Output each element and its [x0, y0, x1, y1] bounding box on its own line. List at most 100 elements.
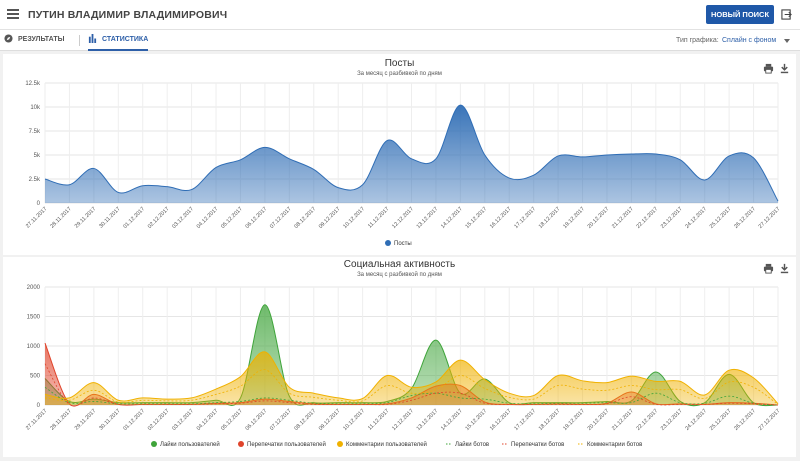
x-tick-label: 22.12.2017 — [636, 206, 660, 230]
x-tick-label: 09.12.2017 — [318, 408, 342, 432]
print-icon[interactable] — [763, 63, 774, 74]
series-dashed-line — [44, 369, 779, 405]
x-tick-label: 28.11.2017 — [49, 206, 72, 229]
legend-marker — [238, 441, 244, 447]
x-tick-label: 17.12.2017 — [513, 408, 537, 432]
series-line — [44, 351, 779, 405]
y-tick-label: 1500 — [27, 315, 41, 321]
x-tick-label: 10.12.2017 — [342, 206, 366, 230]
x-tick-label: 27.11.2017 — [25, 408, 48, 431]
series-area — [45, 105, 778, 203]
x-tick-label: 30.11.2017 — [98, 408, 121, 431]
social-activity-chart: 0 500 1000 1500 2000 27.11.2017 28.11.2017 29.1… — [25, 285, 782, 448]
x-tick-label: 20.12.2017 — [587, 206, 611, 230]
x-tick-label: 24.12.2017 — [684, 408, 708, 432]
x-tick-label: 22.12.2017 — [636, 408, 660, 432]
y-tick-label: 12.5k — [25, 81, 41, 87]
x-tick-label: 18.12.2017 — [538, 206, 562, 230]
series-dashed-line — [44, 386, 779, 406]
x-tick-label: 18.12.2017 — [538, 408, 562, 432]
x-tick-label: 11.12.2017 — [367, 206, 390, 229]
x-tick-label: 03.12.2017 — [171, 206, 195, 230]
x-tick-label: 30.11.2017 — [98, 206, 121, 229]
x-tick-label: 05.12.2017 — [220, 408, 244, 432]
x-tick-label: 12.12.2017 — [391, 206, 415, 230]
print-icon[interactable] — [763, 263, 774, 274]
legend-marker — [385, 240, 391, 246]
x-tick-label: 02.12.2017 — [147, 206, 171, 230]
legend-label: Лайки ботов — [455, 441, 489, 448]
x-tick-label: 13.12.2017 — [416, 408, 440, 432]
x-tick-label: 24.12.2017 — [684, 206, 708, 230]
new-search-button[interactable]: НОВЫЙ ПОИСК — [706, 5, 774, 24]
legend-label: Перепечатки пользователей — [247, 441, 326, 448]
chart-type-select[interactable]: Сплайн с фоном — [722, 37, 777, 44]
y-tick-label: 1000 — [27, 344, 41, 350]
social-chart-title: Социальная активность — [343, 259, 456, 270]
x-tick-label: 19.12.2017 — [562, 408, 586, 432]
x-tick-label: 26.12.2017 — [733, 206, 757, 230]
x-tick-label: 04.12.2017 — [196, 206, 220, 230]
legend-marker — [337, 441, 343, 447]
x-tick-label: 10.12.2017 — [342, 408, 366, 432]
x-tick-label: 20.12.2017 — [587, 408, 611, 432]
x-tick-label: 06.12.2017 — [245, 206, 269, 230]
x-tick-label: 16.12.2017 — [489, 206, 513, 230]
y-tick-label: 5k — [34, 153, 41, 159]
exit-icon[interactable] — [781, 9, 792, 20]
x-tick-label: 08.12.2017 — [293, 206, 317, 230]
x-tick-label: 27.12.2017 — [758, 206, 782, 230]
posts-chart-panel: Посты За месяц с разбивкой по дням 0 2.5k… — [3, 54, 796, 255]
tab-bar: РЕЗУЛЬТАТЫ СТАТИСТИКА Тип графика: Сплай… — [0, 30, 800, 51]
x-tick-label: 07.12.2017 — [269, 206, 293, 230]
chevron-down-icon[interactable] — [784, 39, 790, 43]
series-dashed-line — [44, 363, 779, 407]
download-icon[interactable] — [779, 263, 790, 274]
x-tick-label: 17.12.2017 — [513, 206, 537, 230]
x-tick-label: 21.12.2017 — [611, 408, 635, 432]
social-activity-chart-panel: Социальная активность За месяц с разбивк… — [3, 257, 796, 457]
tab-results-label: РЕЗУЛЬТАТЫ — [18, 36, 65, 43]
top-bar: ПУТИН ВЛАДИМИР ВЛАДИМИРОВИЧ НОВЫЙ ПОИСК — [0, 0, 800, 30]
x-tick-label: 08.12.2017 — [293, 408, 317, 432]
x-tick-label: 01.12.2017 — [122, 206, 146, 230]
x-tick-label: 14.12.2017 — [440, 206, 464, 230]
tab-results[interactable]: РЕЗУЛЬТАТЫ — [4, 30, 64, 51]
page-title: ПУТИН ВЛАДИМИР ВЛАДИМИРОВИЧ — [28, 9, 228, 21]
tab-statistics-label: СТАТИСТИКА — [102, 36, 149, 43]
x-tick-label: 02.12.2017 — [147, 408, 171, 432]
posts-chart-title: Посты — [384, 58, 415, 69]
x-tick-label: 13.12.2017 — [416, 206, 440, 230]
x-tick-label: 29.11.2017 — [74, 206, 97, 229]
tab-divider — [79, 35, 80, 46]
x-tick-label: 15.12.2017 — [465, 408, 489, 432]
compass-icon — [4, 34, 13, 43]
y-tick-label: 10k — [30, 105, 41, 111]
x-tick-label: 07.12.2017 — [269, 408, 293, 432]
y-tick-label: 500 — [30, 374, 41, 380]
y-tick-label: 0 — [37, 403, 41, 409]
x-tick-label: 11.12.2017 — [367, 408, 390, 431]
x-tick-label: 12.12.2017 — [391, 408, 415, 432]
x-tick-label: 21.12.2017 — [611, 206, 635, 230]
x-tick-label: 19.12.2017 — [562, 206, 586, 230]
posts-chart-subtitle: За месяц с разбивкой по дням — [357, 71, 442, 77]
social-chart-subtitle: За месяц с разбивкой по дням — [357, 272, 442, 278]
x-tick-label: 06.12.2017 — [245, 408, 269, 432]
x-tick-label: 28.11.2017 — [49, 408, 72, 431]
y-tick-label: 7.5k — [29, 129, 41, 135]
series-line — [44, 104, 779, 202]
download-icon[interactable] — [779, 63, 790, 74]
legend-label: Комментарии пользователей — [346, 441, 427, 448]
x-tick-label: 27.11.2017 — [25, 206, 48, 229]
chart-type-label: Тип графика: — [676, 37, 719, 44]
legend-marker — [151, 441, 157, 447]
x-tick-label: 27.12.2017 — [758, 408, 782, 432]
menu-icon[interactable] — [7, 9, 19, 19]
x-tick-label: 23.12.2017 — [660, 206, 684, 230]
series-area — [45, 351, 778, 405]
y-tick-label: 2.5k — [29, 177, 41, 183]
tab-statistics[interactable]: СТАТИСТИКА — [88, 30, 149, 51]
x-tick-label: 09.12.2017 — [318, 206, 342, 230]
